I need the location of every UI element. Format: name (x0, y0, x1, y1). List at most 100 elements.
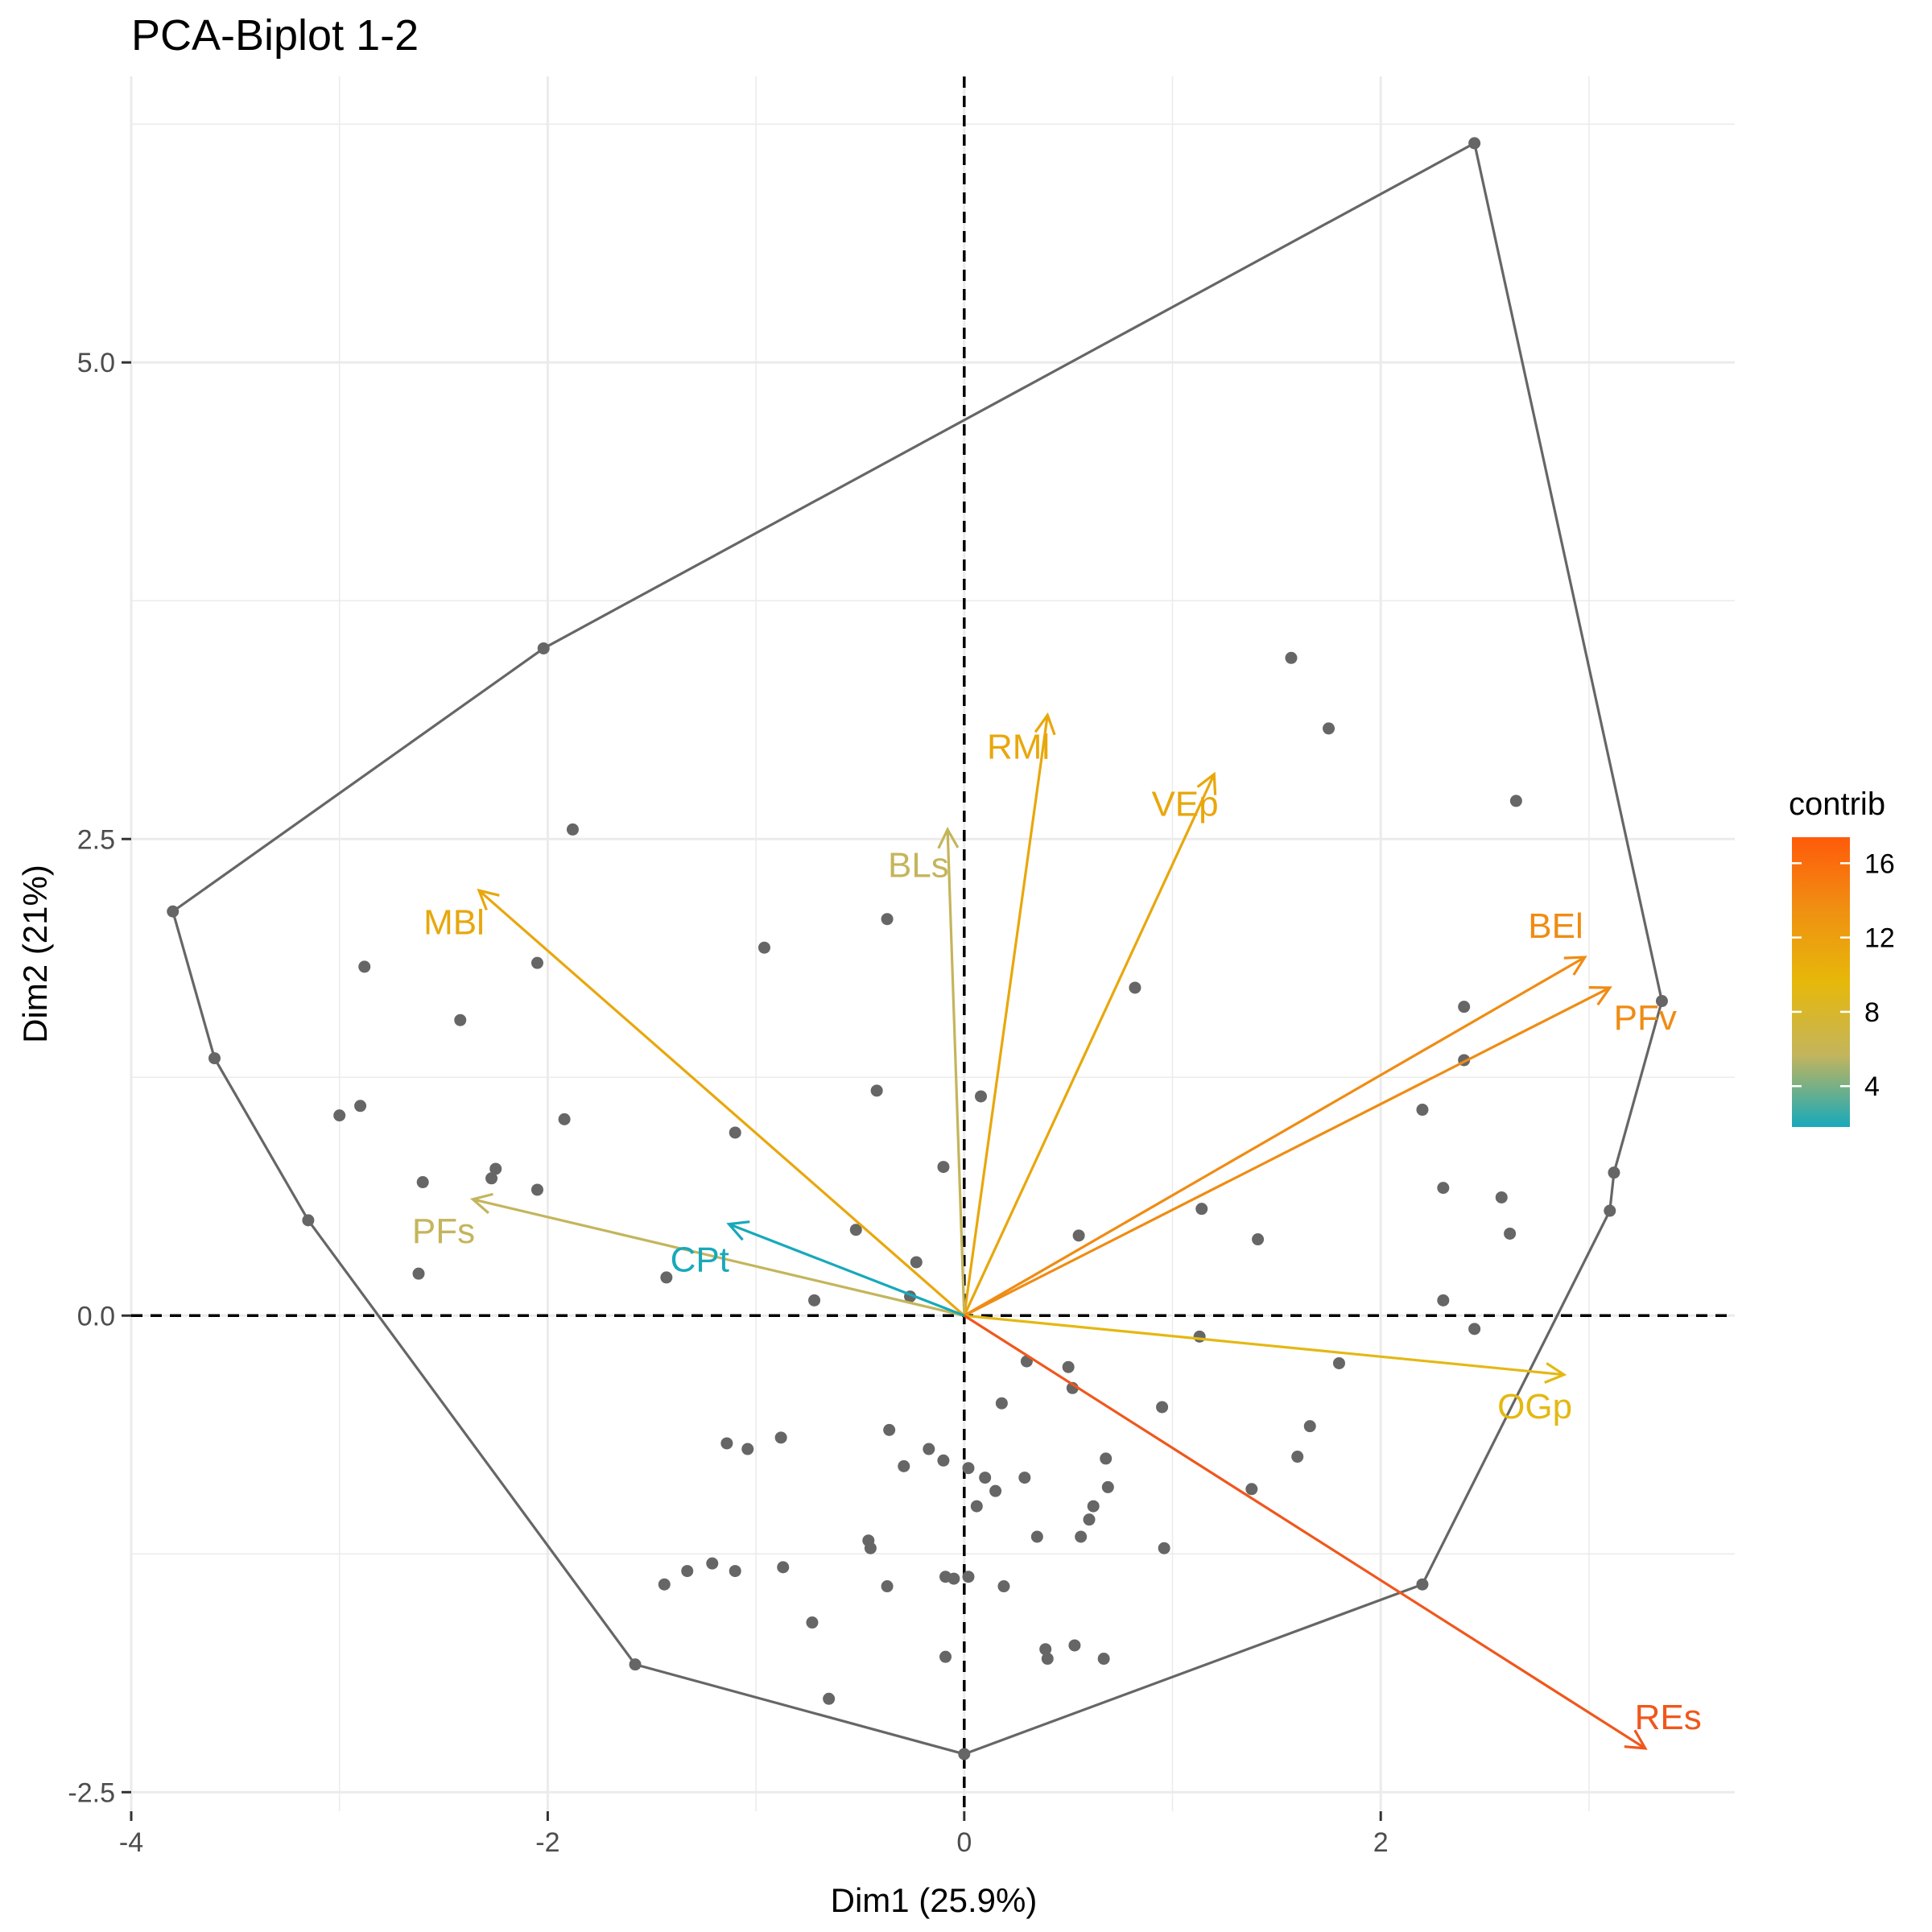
individual-point (530, 956, 543, 969)
x-tick-label: 2 (1373, 1827, 1389, 1858)
individual-point (416, 1176, 429, 1189)
individual-point (1495, 1191, 1508, 1203)
label-BEl: BEl (1528, 906, 1583, 946)
legend-title: contrib (1789, 786, 1885, 822)
individual-point (823, 1692, 836, 1705)
individual-point (658, 1578, 671, 1591)
legend-tick-label: 4 (1864, 1071, 1880, 1102)
individual-point (937, 1454, 950, 1467)
individual-point (910, 1256, 923, 1269)
arrow-BLs (946, 829, 966, 1316)
individual-point (1087, 1500, 1100, 1513)
label-BLs: BLs (888, 845, 949, 885)
individual-point (864, 1542, 877, 1554)
individual-point (1437, 1294, 1450, 1307)
individual-point (358, 960, 371, 973)
individual-point (1608, 1166, 1620, 1179)
individual-point (1101, 1480, 1114, 1493)
individual-point (1075, 1530, 1088, 1543)
arrow-REs (963, 1314, 1646, 1750)
label-MBl: MBl (423, 902, 485, 942)
individual-point (1083, 1513, 1096, 1526)
contrib-legend: contrib 4 8 12 16 (1789, 786, 1895, 1127)
y-tick-label: 0.0 (77, 1301, 115, 1331)
label-OGp: OGp (1497, 1387, 1572, 1426)
arrow-PFs (472, 1198, 965, 1317)
individual-point (1030, 1530, 1043, 1543)
individual-points (167, 137, 1668, 1761)
y-axis-title: Dim2 (21%) (16, 865, 54, 1043)
individual-point (1458, 1001, 1471, 1013)
individual-point (208, 1052, 221, 1065)
label-REs: REs (1635, 1698, 1702, 1737)
legend-tick-label: 12 (1864, 923, 1895, 954)
individual-point (883, 1423, 896, 1436)
individual-point (1100, 1452, 1113, 1465)
individual-point (1323, 722, 1335, 735)
individual-point (881, 1580, 894, 1593)
arrowhead-OGp (1544, 1362, 1567, 1384)
individual-point (729, 1126, 741, 1139)
individual-point (962, 1462, 975, 1475)
individual-point (849, 1224, 862, 1236)
individual-point (777, 1561, 790, 1574)
legend-color-bar (1792, 837, 1850, 1127)
individual-point (989, 1484, 1002, 1497)
individual-point (758, 941, 770, 954)
individual-point (1252, 1233, 1265, 1246)
arrowhead-PFs (469, 1192, 493, 1215)
legend-tick-label: 16 (1864, 848, 1895, 879)
individual-point (1039, 1643, 1052, 1656)
individual-point (681, 1565, 694, 1578)
individual-point (741, 1443, 754, 1455)
arrowhead-CPt (726, 1220, 750, 1241)
arrow-MBl (477, 889, 965, 1317)
y-tick-label: 2.5 (77, 824, 115, 855)
individual-point (970, 1500, 983, 1513)
grid-lines (130, 76, 1735, 1811)
y-tick-label: 5.0 (77, 348, 115, 378)
x-tick-label: -2 (535, 1827, 559, 1858)
individual-point (1068, 1639, 1081, 1652)
individual-point (975, 1090, 988, 1103)
individual-point (1195, 1203, 1208, 1216)
x-axis-ticks: -4 -2 0 2 (119, 1811, 1389, 1858)
individual-point (1072, 1229, 1085, 1242)
individual-point (1332, 1356, 1345, 1369)
x-tick-label: -4 (119, 1827, 143, 1858)
hull-polygon-group (171, 141, 1664, 1756)
individual-point (660, 1271, 673, 1284)
individual-point (881, 913, 894, 926)
individual-point (1655, 995, 1668, 1008)
arrow-VEp (963, 774, 1216, 1316)
individual-point (1468, 1323, 1481, 1335)
individual-point (1509, 795, 1522, 807)
chart-title: PCA-Biplot 1-2 (131, 11, 419, 60)
individual-point (898, 1459, 910, 1472)
individual-point (1193, 1330, 1206, 1343)
x-axis-title: Dim1 (25.9%) (831, 1881, 1038, 1919)
individual-point (333, 1109, 346, 1122)
individual-point (923, 1443, 935, 1455)
label-VEp: VEp (1151, 785, 1218, 824)
individual-point (1285, 651, 1298, 664)
individual-point (1041, 1653, 1054, 1666)
individual-point (1156, 1401, 1169, 1414)
individual-point (997, 1580, 1010, 1593)
x-tick-label: 0 (956, 1827, 972, 1858)
individual-point (530, 1183, 543, 1196)
individual-point (566, 823, 579, 836)
arrowhead-BEl (1563, 956, 1587, 976)
individual-point (558, 1113, 571, 1125)
individual-point (1416, 1578, 1429, 1591)
reference-lines (131, 76, 1735, 1811)
arrowhead-PFv (1588, 986, 1612, 1006)
arrowhead-REs (1624, 1729, 1648, 1750)
individual-point (1158, 1542, 1170, 1554)
individual-point (939, 1650, 952, 1663)
individual-point (1291, 1451, 1304, 1463)
individual-point (1416, 1104, 1429, 1117)
individual-point (1468, 137, 1481, 150)
individual-point (1245, 1483, 1258, 1496)
